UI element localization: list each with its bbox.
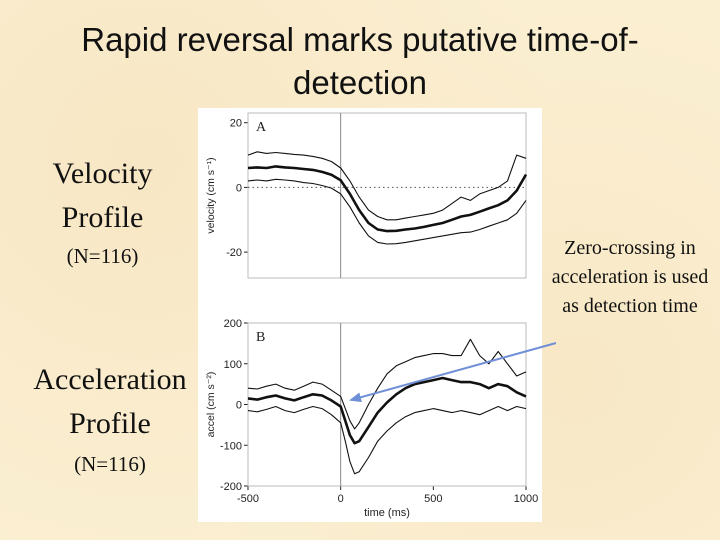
y-tick-label: 20 [230,118,242,130]
series-line-lower [247,405,527,475]
x-tick-label: 1000 [514,493,538,505]
series-line-lower [247,178,527,245]
y-tick-label: -100 [220,440,242,452]
x-tick-label: 500 [424,493,442,505]
slide-title: Rapid reversal marks putative time-of-de… [81,21,639,101]
series-line-upper [247,151,527,221]
y-tick-label: 0 [236,182,242,194]
y-axis-label: velocity (cm s⁻¹) [205,157,217,233]
y-tick-label: 0 [236,400,242,412]
figure-background [198,108,542,522]
acceleration-profile-label: Acceleration Profile [33,363,187,440]
x-tick-label: 0 [338,493,344,505]
series-line-mean [247,165,528,233]
panel-letter: A [256,120,267,135]
x-tick-label: -500 [237,493,259,505]
plot-frame [247,112,527,279]
plot-frame [247,322,527,487]
velocity-sample-size: (N=116) [66,244,139,268]
y-tick-label: 200 [224,318,242,330]
acceleration-sample-size: (N=116) [74,452,146,476]
y-tick-label: -20 [226,247,242,259]
y-axis-label: accel (cm s⁻²) [205,372,217,438]
y-tick-label: -200 [220,481,242,493]
y-tick-label: 100 [224,359,242,371]
detection-annotation: Zero-crossing in acceleration is used as… [551,237,709,317]
panel-letter: B [256,330,265,345]
x-axis-label: time (ms) [364,507,410,519]
velocity-profile-label: Velocity Profile [52,157,153,234]
